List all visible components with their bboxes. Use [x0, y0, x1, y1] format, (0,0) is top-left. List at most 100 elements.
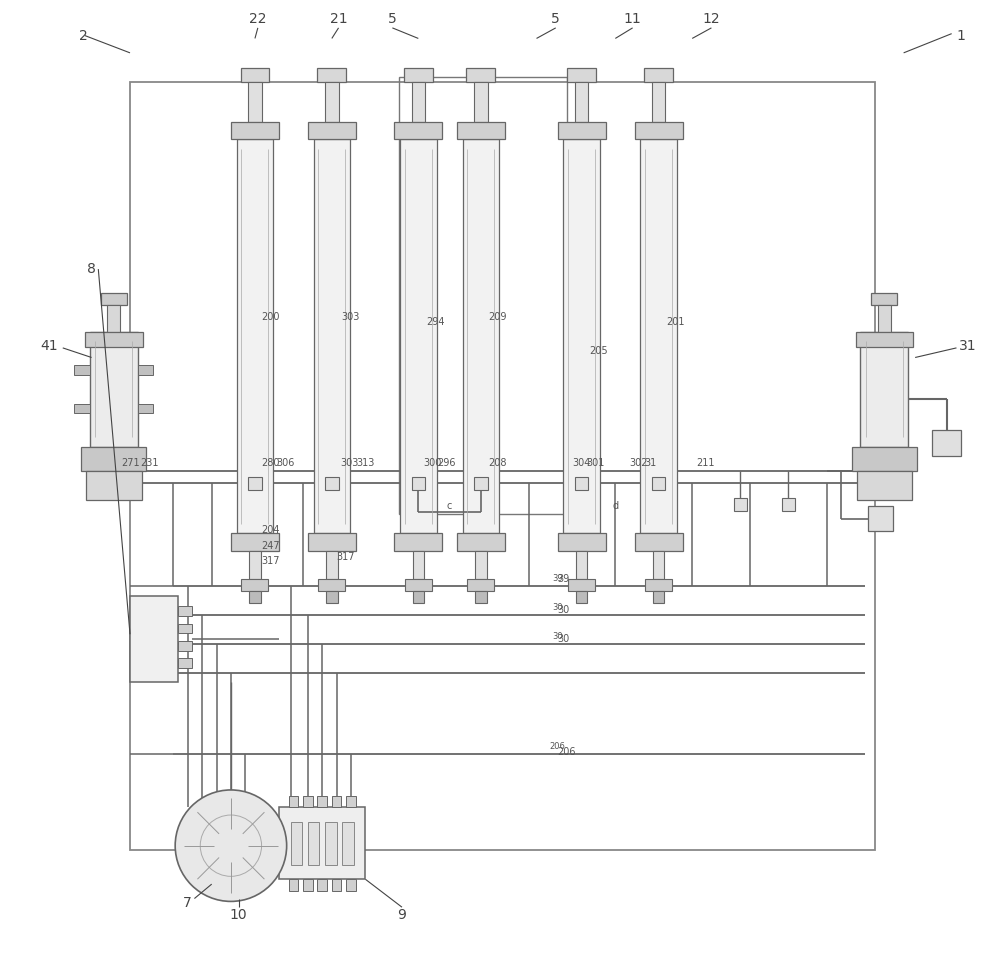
Bar: [178, 624, 192, 633]
Text: 5: 5: [551, 12, 560, 26]
Bar: [308, 122, 356, 139]
Text: 7: 7: [183, 897, 192, 910]
Bar: [474, 477, 488, 490]
Bar: [249, 591, 261, 603]
Bar: [241, 579, 268, 591]
Text: 303: 303: [341, 312, 360, 322]
Bar: [868, 506, 893, 531]
Bar: [249, 551, 261, 579]
Bar: [635, 533, 683, 551]
Bar: [107, 305, 120, 332]
Text: 206: 206: [558, 747, 576, 756]
Bar: [576, 591, 587, 603]
Bar: [248, 477, 262, 490]
Bar: [568, 579, 595, 591]
Text: 317: 317: [262, 556, 280, 566]
Bar: [644, 68, 673, 82]
Bar: [291, 822, 302, 865]
Bar: [178, 606, 192, 616]
Bar: [325, 82, 339, 122]
Text: 206: 206: [550, 742, 566, 752]
Bar: [237, 139, 273, 533]
Text: 30: 30: [558, 605, 570, 615]
Text: 31: 31: [644, 458, 656, 468]
Bar: [101, 293, 127, 305]
Bar: [475, 591, 487, 603]
Text: 313: 313: [356, 458, 374, 468]
Bar: [412, 477, 425, 490]
Bar: [178, 658, 192, 668]
Text: 200: 200: [262, 312, 280, 322]
Text: 9: 9: [398, 908, 406, 922]
Bar: [241, 68, 269, 82]
Bar: [332, 796, 341, 807]
Bar: [74, 404, 90, 413]
Text: 304: 304: [572, 458, 590, 468]
Text: b: b: [415, 501, 421, 510]
Bar: [318, 579, 345, 591]
Bar: [138, 404, 153, 413]
Bar: [413, 551, 424, 579]
Bar: [653, 591, 664, 603]
Text: 204: 204: [262, 526, 280, 535]
Bar: [346, 796, 356, 807]
Text: 302: 302: [630, 458, 648, 468]
Bar: [463, 139, 499, 533]
Text: 296: 296: [438, 458, 456, 468]
Bar: [303, 796, 313, 807]
Bar: [652, 82, 665, 122]
Bar: [412, 82, 425, 122]
Bar: [81, 447, 146, 471]
Bar: [178, 641, 192, 651]
Text: 208: 208: [488, 458, 507, 468]
Bar: [400, 139, 437, 533]
Text: 39: 39: [558, 574, 570, 583]
Text: a: a: [252, 501, 258, 510]
Bar: [405, 579, 432, 591]
Bar: [248, 82, 262, 122]
Bar: [878, 305, 891, 332]
Text: 11: 11: [624, 12, 641, 26]
Text: 201: 201: [666, 317, 685, 327]
Bar: [130, 596, 178, 682]
Bar: [326, 551, 338, 579]
Text: 12: 12: [703, 12, 720, 26]
Bar: [645, 579, 672, 591]
Bar: [317, 796, 327, 807]
Bar: [317, 879, 327, 891]
Bar: [653, 551, 664, 579]
Bar: [308, 822, 319, 865]
Bar: [782, 498, 795, 511]
Bar: [138, 365, 153, 375]
Bar: [558, 533, 606, 551]
Bar: [475, 551, 487, 579]
Bar: [575, 82, 588, 122]
Circle shape: [175, 790, 287, 901]
Bar: [394, 122, 442, 139]
Bar: [474, 82, 488, 122]
Bar: [325, 822, 337, 865]
Bar: [231, 533, 279, 551]
Text: 306: 306: [276, 458, 294, 468]
Bar: [325, 477, 339, 490]
Bar: [289, 796, 298, 807]
Bar: [317, 68, 346, 82]
Bar: [575, 477, 588, 490]
Text: 30: 30: [552, 631, 563, 641]
Bar: [231, 122, 279, 139]
Bar: [563, 139, 600, 533]
Bar: [90, 332, 138, 447]
Bar: [567, 68, 596, 82]
Bar: [314, 139, 350, 533]
Text: 294: 294: [426, 317, 445, 327]
Bar: [932, 430, 961, 456]
Text: 31: 31: [959, 339, 977, 353]
Bar: [86, 471, 142, 500]
Text: 300: 300: [423, 458, 441, 468]
Bar: [130, 82, 875, 850]
Bar: [346, 879, 356, 891]
Bar: [857, 471, 912, 500]
Bar: [457, 122, 505, 139]
Text: 5: 5: [388, 12, 397, 26]
Bar: [466, 68, 495, 82]
